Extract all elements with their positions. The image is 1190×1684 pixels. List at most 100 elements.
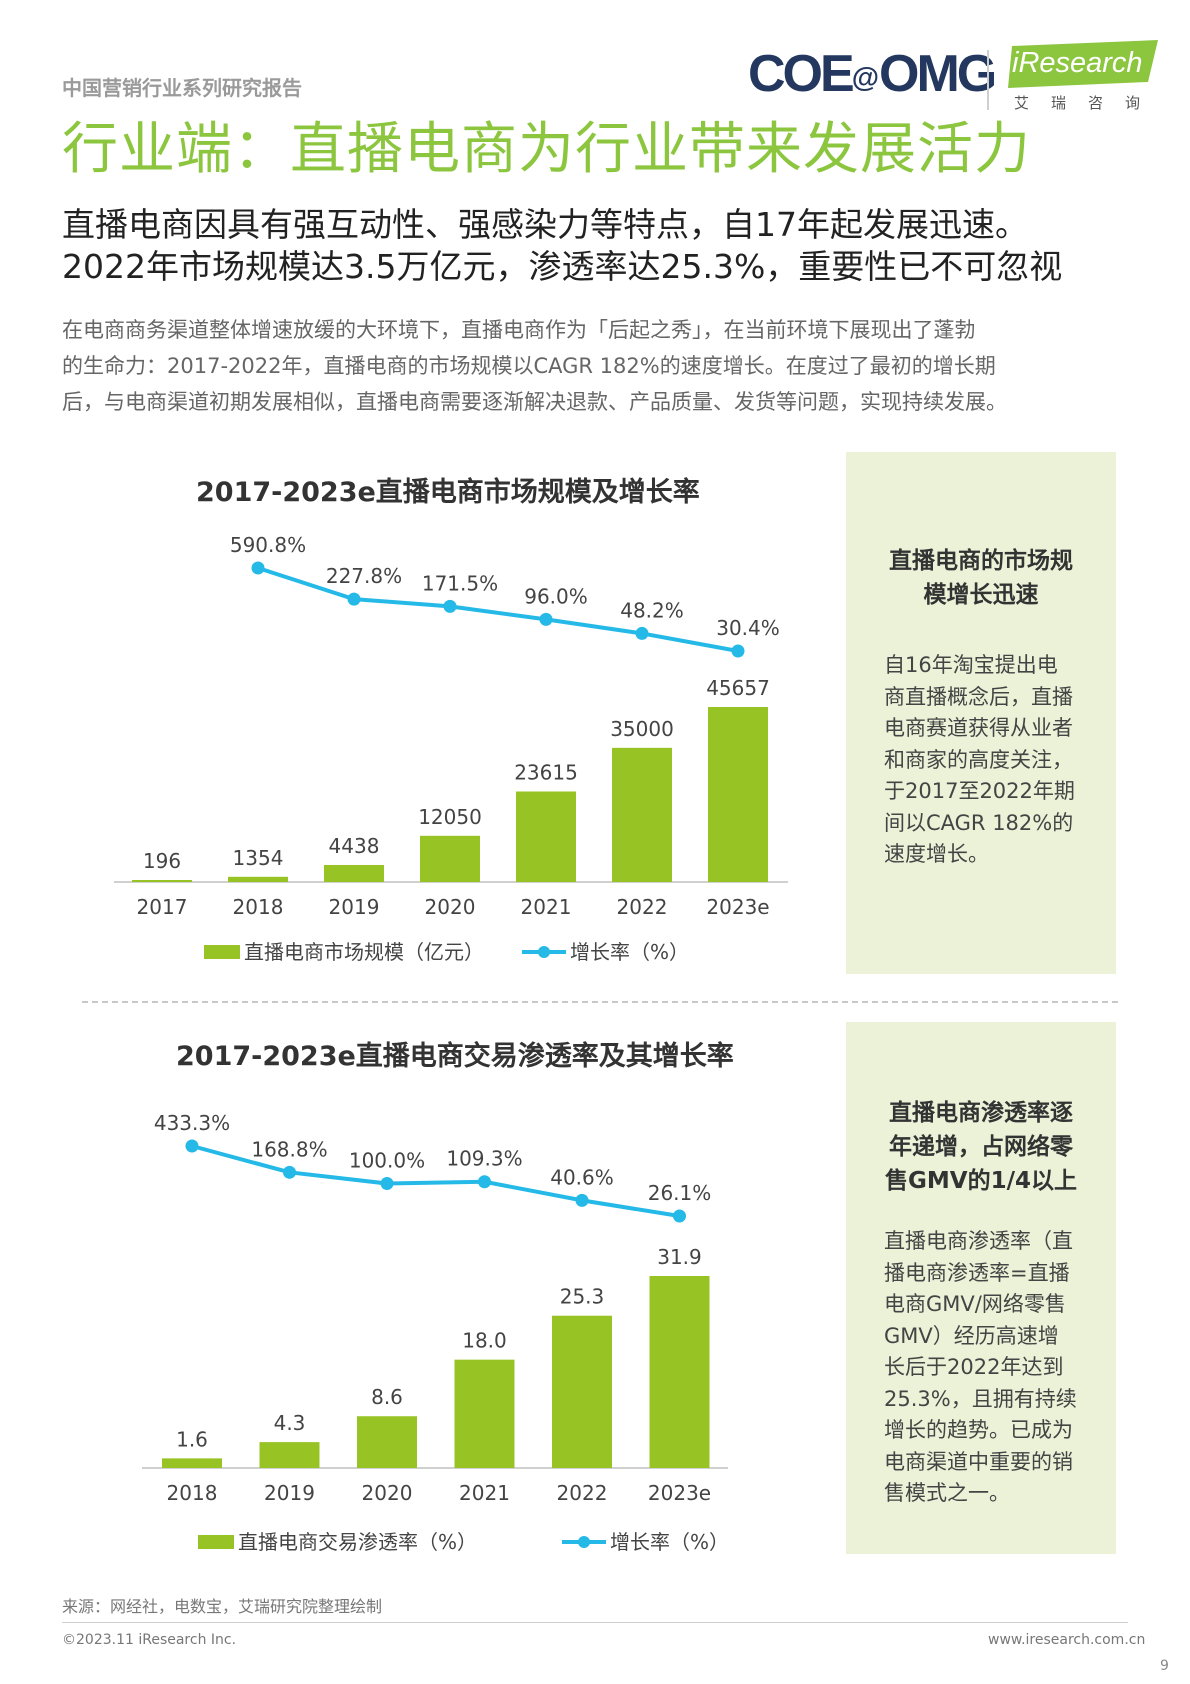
bar [552, 1315, 612, 1468]
panel-text-line: 增长的趋势。已成为 [884, 1418, 1073, 1442]
bar-value-label: 1.6 [176, 1427, 208, 1451]
x-tick-label: 2021 [459, 1481, 510, 1505]
growth-rate-point [251, 561, 265, 575]
growth-rate-label: 30.4% [716, 616, 780, 640]
bar-value-label: 18.0 [462, 1329, 507, 1353]
panel-text-line: 电商渠道中重要的销 [884, 1449, 1073, 1474]
copyright: ©2023.11 iResearch Inc. [62, 1632, 237, 1648]
side-panel-1-text: 自16年淘宝提出电 商直播概念后，直播 电商赛道获得从业者 和商家的高度关注， 于201… [884, 650, 1104, 871]
bar [132, 880, 192, 882]
x-tick-label: 2020 [425, 895, 476, 919]
legend-line-label: 增长率（%） [570, 940, 689, 964]
legend-bar-swatch [198, 1535, 234, 1549]
side-panel-2-text: 直播电商渗透率（直 播电商渗透率=直播 电商GMV/网络零售 GMV）经历高速增 长后于… [884, 1226, 1104, 1510]
x-tick-label: 2022 [557, 1481, 608, 1505]
legend-line-label: 增长率（%） [610, 1530, 729, 1554]
heading-line: 模增长迅速 [923, 582, 1039, 608]
panel-text-line: 电商GMV/网络零售 [884, 1292, 1066, 1316]
bar-value-label: 1354 [233, 846, 284, 870]
panel-text-line: 和商家的高度关注， [884, 747, 1073, 772]
bar [324, 864, 384, 882]
growth-rate-point [673, 1209, 686, 1223]
growth-rate-label: 48.2% [620, 598, 684, 622]
legend-bar-label: 直播电商市场规模（亿元） [244, 940, 484, 964]
bar-value-label: 4.3 [274, 1411, 306, 1435]
body-paragraph: 在电商商务渠道整体增速放缓的大环境下，直播电商作为「后起之秀」，在当前环境下展现… [62, 312, 1142, 420]
bar [454, 1359, 515, 1468]
panel-text-line: 播电商渗透率=直播 [884, 1260, 1070, 1285]
bar-value-label: 23615 [514, 760, 578, 784]
iresearch-logo-text: iResearch [1012, 47, 1143, 79]
side-panel-2-heading: 直播电商渗透率逐 年递增，占网络零 售GMV的1/4以上 [846, 1096, 1116, 1198]
x-tick-label: 2017 [137, 895, 188, 919]
bar-value-label: 12050 [418, 805, 482, 829]
panel-text-line: GMV）经历高速增 [884, 1323, 1059, 1348]
growth-rate-point [539, 612, 553, 626]
growth-rate-label: 433.3% [154, 1111, 230, 1135]
body-line: 后，与电商渠道初期发展相似，直播电商需要逐渐解决退款、产品质量、发货等问题，实现… [62, 390, 1007, 414]
side-panel-1-heading: 直播电商的市场规 模增长迅速 [846, 544, 1116, 612]
logo-at-text: @ [851, 61, 879, 93]
growth-rate-label: 109.3% [446, 1147, 522, 1171]
growth-rate-label: 227.8% [326, 564, 402, 588]
growth-rate-point [478, 1175, 491, 1189]
side-panel-2: 直播电商渗透率逐 年递增，占网络零 售GMV的1/4以上 直播电商渗透率（直 播电… [846, 1022, 1116, 1554]
panel-text-line: 自16年淘宝提出电 [884, 653, 1058, 677]
page-title: 行业端：直播电商为行业带来发展活力 [62, 117, 1031, 182]
iresearch-logo-cn: 艾瑞咨询 [1014, 94, 1163, 112]
bar [228, 876, 288, 882]
x-tick-label: 2021 [521, 895, 572, 919]
growth-rate-label: 100.0% [349, 1149, 425, 1173]
logo-coe-text: COE [748, 45, 855, 103]
bar [162, 1458, 222, 1468]
legend-bar-label: 直播电商交易渗透率（%） [238, 1530, 477, 1554]
logo-omg-text: OMG [879, 45, 997, 103]
bar-value-label: 8.6 [371, 1385, 403, 1409]
x-tick-label: 2020 [362, 1481, 413, 1505]
growth-rate-label: 96.0% [524, 584, 588, 608]
x-tick-label: 2018 [167, 1481, 218, 1505]
growth-rate-label: 26.1% [648, 1181, 712, 1205]
subtitle-line-2: 2022年市场规模达3.5万亿元，渗透率达25.3%，重要性已不可忽视 [62, 247, 1063, 286]
footer-rule [62, 1622, 1128, 1623]
bar-value-label: 45657 [706, 676, 770, 700]
subtitle-line-1: 直播电商因具有强互动性、强感染力等特点，自17年起发展迅速。 [62, 205, 1028, 244]
x-tick-label: 2019 [329, 895, 380, 919]
growth-rate-point [443, 599, 457, 613]
panel-text-line: 长后于2022年达到 [884, 1355, 1064, 1379]
website-link[interactable]: www.iresearch.com.cn [988, 1632, 1146, 1648]
x-tick-label: 2022 [617, 895, 668, 919]
heading-line: 年递增，占网络零 [889, 1134, 1073, 1160]
growth-rate-point [380, 1177, 394, 1191]
growth-rate-point [575, 1193, 589, 1207]
bar-value-label: 35000 [610, 717, 674, 741]
legend-bar-swatch [204, 945, 240, 959]
heading-line: 直播电商的市场规 [889, 548, 1073, 574]
bar [612, 747, 672, 882]
bar-value-label: 25.3 [560, 1285, 605, 1309]
growth-rate-line [257, 566, 739, 653]
body-line: 的生命力：2017-2022年，直播电商的市场规模以CAGR 182%的速度增长… [62, 354, 996, 378]
bar-value-label: 4438 [329, 834, 380, 858]
coe-omg-logo: COE@OMG [748, 44, 997, 104]
body-line: 在电商商务渠道整体增速放缓的大环境下，直播电商作为「后起之秀」，在当前环境下展现… [62, 318, 976, 342]
x-tick-label: 2023e [648, 1481, 711, 1505]
panel-text-line: 25.3%，且拥有持续 [884, 1386, 1077, 1411]
growth-rate-point [347, 592, 361, 606]
report-series-name: 中国营销行业系列研究报告 [62, 76, 302, 100]
iresearch-logo-shape [1008, 40, 1158, 88]
bar [259, 1442, 320, 1468]
page-number: 9 [1160, 1658, 1169, 1674]
bar-value-label: 196 [143, 849, 181, 873]
x-tick-label: 2018 [233, 895, 284, 919]
chart-1-title: 2017-2023e直播电商市场规模及增长率 [196, 477, 700, 508]
panel-text-line: 间以CAGR 182%的 [884, 810, 1074, 835]
x-tick-label: 2023e [706, 895, 769, 919]
panel-text-line: 商直播概念后，直播 [884, 684, 1073, 709]
source-note: 来源：网经社，电数宝，艾瑞研究院整理绘制 [62, 1597, 383, 1616]
growth-rate-line [191, 1144, 680, 1218]
panel-text-line: 电商赛道获得从业者 [884, 716, 1073, 740]
growth-rate-point [731, 644, 745, 658]
